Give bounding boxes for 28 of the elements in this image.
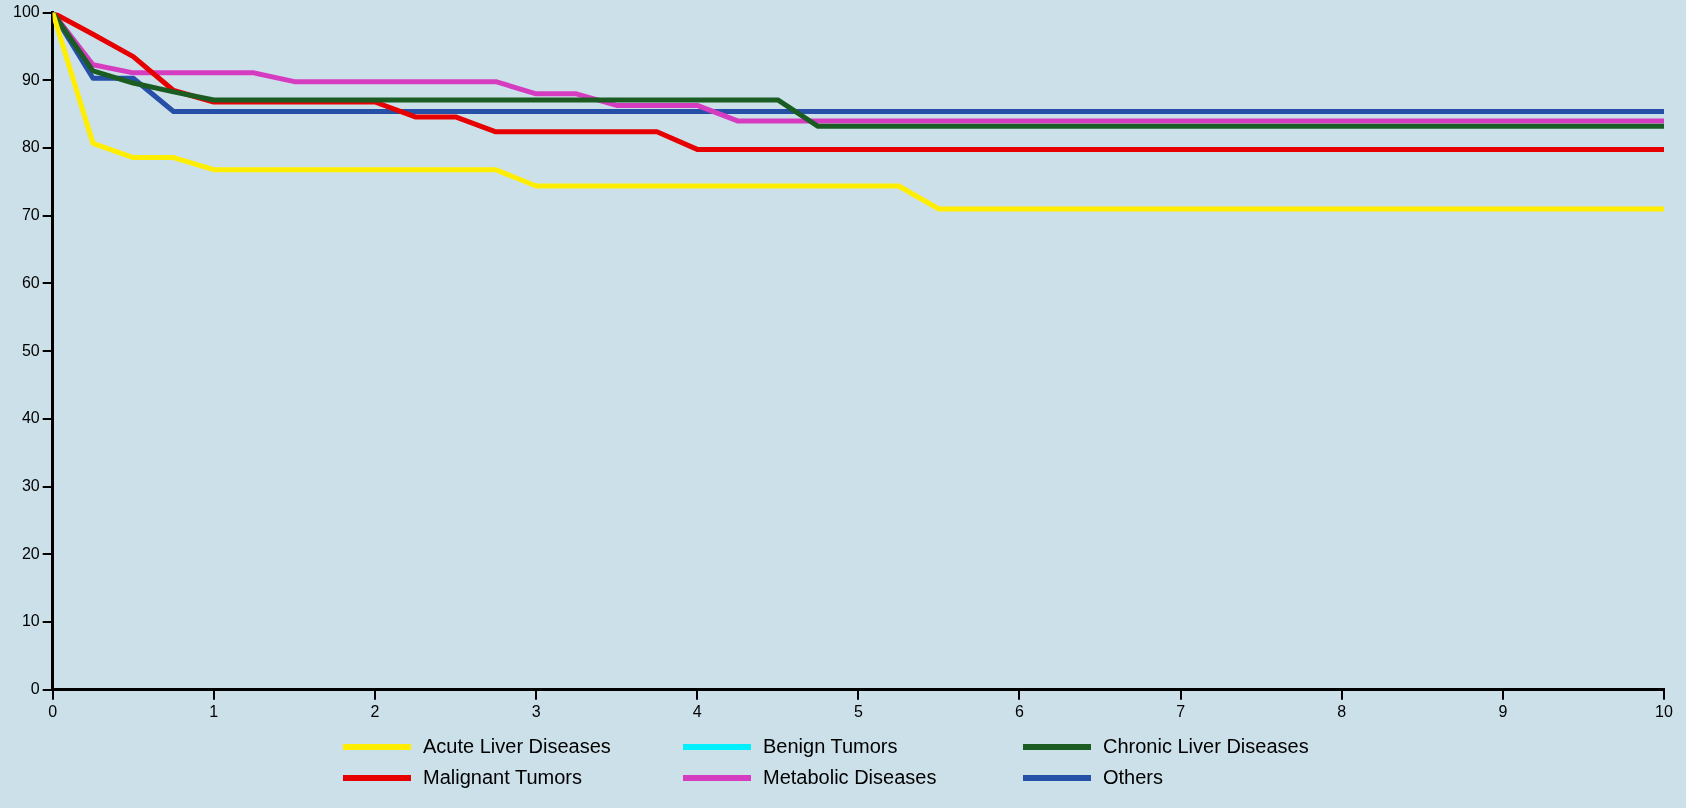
y-tick-label: 70 bbox=[21, 206, 40, 224]
y-tick-label: 100 bbox=[12, 3, 40, 21]
y-tick-label: 20 bbox=[21, 544, 40, 562]
y-tick-label: 30 bbox=[21, 477, 40, 495]
x-tick-label: 5 bbox=[853, 702, 863, 720]
x-tick-label: 4 bbox=[692, 702, 702, 720]
legend-label: Benign Tumors bbox=[763, 735, 898, 758]
legend-label: Acute Liver Diseases bbox=[423, 735, 611, 758]
legend-label: Chronic Liver Diseases bbox=[1103, 735, 1309, 758]
x-tick-label: 7 bbox=[1176, 702, 1186, 720]
x-tick-label: 9 bbox=[1498, 702, 1508, 720]
legend-label: Metabolic Diseases bbox=[763, 766, 937, 789]
legend-label: Malignant Tumors bbox=[423, 766, 582, 789]
y-tick-label: 40 bbox=[21, 409, 40, 427]
x-tick-label: 2 bbox=[370, 702, 380, 720]
x-tick-label: 10 bbox=[1655, 702, 1673, 720]
x-tick-label: 3 bbox=[531, 702, 541, 720]
x-tick-label: 1 bbox=[209, 702, 219, 720]
y-tick-label: 0 bbox=[30, 680, 40, 698]
x-tick-label: 0 bbox=[48, 702, 58, 720]
y-tick-label: 50 bbox=[21, 341, 40, 359]
y-tick-label: 60 bbox=[21, 273, 40, 291]
y-tick-label: 90 bbox=[21, 70, 40, 88]
y-tick-label: 80 bbox=[21, 138, 40, 156]
legend-label: Others bbox=[1103, 766, 1164, 789]
y-tick-label: 10 bbox=[21, 612, 40, 630]
x-tick-label: 8 bbox=[1337, 702, 1347, 720]
x-tick-label: 6 bbox=[1015, 702, 1025, 720]
